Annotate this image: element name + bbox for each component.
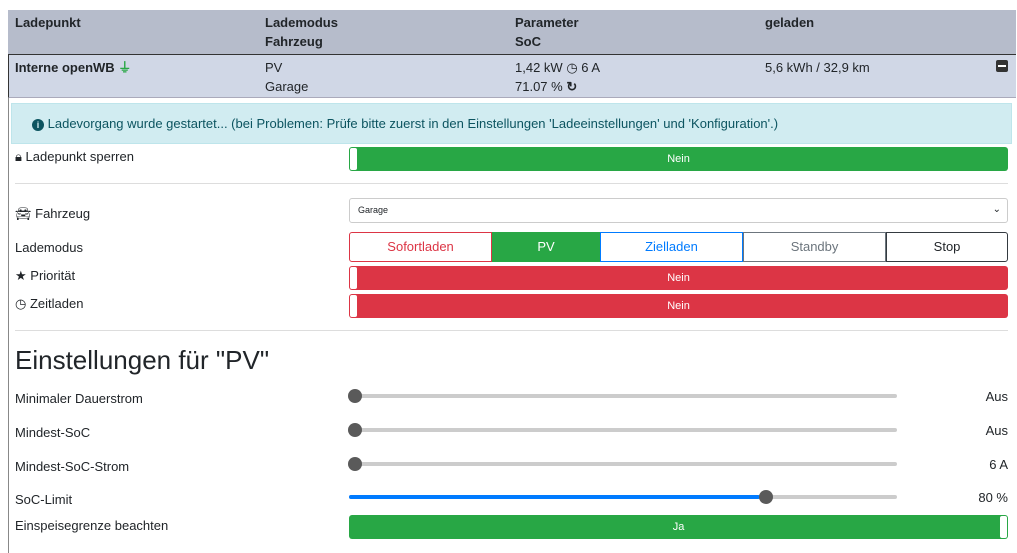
priority-toggle[interactable]: Nein xyxy=(349,266,1008,290)
mode-button-group: Sofortladen PV Zielladen Standby Stop xyxy=(349,232,1009,262)
chargepoint-name-text: Interne openWB xyxy=(15,60,115,75)
alert-text: Ladevorgang wurde gestartet... (bei Prob… xyxy=(47,116,779,131)
header-fahrzeug-label: Fahrzeug xyxy=(265,34,323,49)
slider-track[interactable] xyxy=(348,389,897,403)
slider-label: Minimaler Dauerstrom xyxy=(15,391,143,406)
vehicle-value: Garage xyxy=(265,79,309,94)
vehicle-label: 🚘︎ Fahrzeug xyxy=(15,206,90,222)
header-ladepunkt: Ladepunkt xyxy=(15,15,81,30)
slider-thumb[interactable] xyxy=(348,389,362,403)
slider-track[interactable] xyxy=(349,490,897,504)
power-value: 1,42 kW xyxy=(515,60,563,75)
slider-value: Aus xyxy=(985,389,1008,404)
slider-track[interactable] xyxy=(348,423,897,437)
timed-toggle[interactable]: Nein xyxy=(349,294,1008,318)
current-value: 6 A xyxy=(581,60,601,75)
timed-toggle-value: Nein xyxy=(667,300,690,312)
header-soc-label: SoC xyxy=(515,34,541,49)
vehicle-select[interactable]: Garage ⌄ xyxy=(349,198,1008,223)
header-parameter: Parameter SoC xyxy=(515,13,579,51)
chargepoint-mode: PV Garage xyxy=(265,58,308,96)
chevron-down-icon: ⌄ xyxy=(992,204,1001,215)
slider-thumb[interactable] xyxy=(759,490,773,504)
slider-track[interactable] xyxy=(348,457,897,471)
clock-icon: ◷ xyxy=(15,296,27,311)
chargepoint-name: Interne openWB ⏚ xyxy=(15,58,131,77)
soc-value: 71.07 % xyxy=(515,79,563,94)
table-header: Ladepunkt Lademodus Fahrzeug Parameter SoC… xyxy=(8,10,1016,55)
slider-value: 6 A xyxy=(989,457,1008,472)
lock-label: 🔒︎ Ladepunkt sperren xyxy=(15,149,134,165)
slider-label: Mindest-SoC-Strom xyxy=(15,459,130,474)
priority-toggle-value: Nein xyxy=(667,272,690,284)
slider-label: Mindest-SoC xyxy=(15,425,91,440)
current-icon: ◷ xyxy=(566,60,578,75)
mode-stop-button[interactable]: Stop xyxy=(886,232,1009,262)
divider xyxy=(15,330,1008,331)
priority-label: ★ Priorität xyxy=(15,268,75,284)
mode-zielladen-button[interactable]: Zielladen xyxy=(599,232,743,262)
car-icon: 🚘︎ xyxy=(15,206,32,221)
priority-label-text: Priorität xyxy=(30,268,76,283)
mode-label: Lademodus xyxy=(15,240,83,255)
settings-title: Einstellungen für "PV" xyxy=(15,345,270,375)
divider xyxy=(15,183,1008,184)
timed-label: ◷ Zeitladen xyxy=(15,296,83,312)
vehicle-select-value: Garage xyxy=(358,205,389,215)
info-icon: i xyxy=(32,119,44,131)
slider-value: 80 % xyxy=(978,490,1008,505)
chargepoint-row[interactable]: Interne openWB ⏚ PV Garage 1,42 kW ◷ 6 A 7… xyxy=(8,55,1016,98)
plug-icon: ⏚ xyxy=(118,60,132,75)
chargepoint-params: 1,42 kW ◷ 6 A 71.07 % ↻ xyxy=(515,58,600,96)
lock-toggle[interactable]: Nein xyxy=(349,147,1008,171)
charged-value: 5,6 kWh / 32,9 km xyxy=(765,60,870,75)
lock-toggle-value: Nein xyxy=(667,153,690,165)
slider-thumb[interactable] xyxy=(348,423,362,437)
content-border xyxy=(8,98,9,553)
feed-in-label: Einspeisegrenze beachten xyxy=(15,518,169,533)
slider-value: Aus xyxy=(985,423,1008,438)
refresh-icon[interactable]: ↻ xyxy=(566,79,578,94)
star-icon: ★ xyxy=(15,268,27,283)
lock-label-text: Ladepunkt sperren xyxy=(25,149,134,164)
lock-icon: 🔒︎ xyxy=(15,149,22,164)
info-alert: i Ladevorgang wurde gestartet... (bei Pr… xyxy=(11,103,1012,144)
mode-sofortladen-button[interactable]: Sofortladen xyxy=(349,232,493,262)
header-lademodus: Lademodus Fahrzeug xyxy=(265,13,338,51)
vehicle-label-text: Fahrzeug xyxy=(35,206,91,221)
header-geladen: geladen xyxy=(765,15,815,30)
header-parameter-label: Parameter xyxy=(515,15,579,30)
timed-label-text: Zeitladen xyxy=(29,296,84,311)
mode-standby-button[interactable]: Standby xyxy=(743,232,887,262)
slider-label: SoC-Limit xyxy=(15,492,73,507)
header-lademodus-label: Lademodus xyxy=(265,15,338,30)
mode-pv-button[interactable]: PV xyxy=(492,232,600,262)
feed-in-toggle-value: Ja xyxy=(672,521,685,533)
slider-thumb[interactable] xyxy=(348,457,362,471)
feed-in-toggle[interactable]: Ja xyxy=(349,515,1008,539)
minus-square-icon[interactable] xyxy=(996,60,1008,72)
slider-fill xyxy=(349,495,760,499)
mode-value: PV xyxy=(265,60,283,75)
